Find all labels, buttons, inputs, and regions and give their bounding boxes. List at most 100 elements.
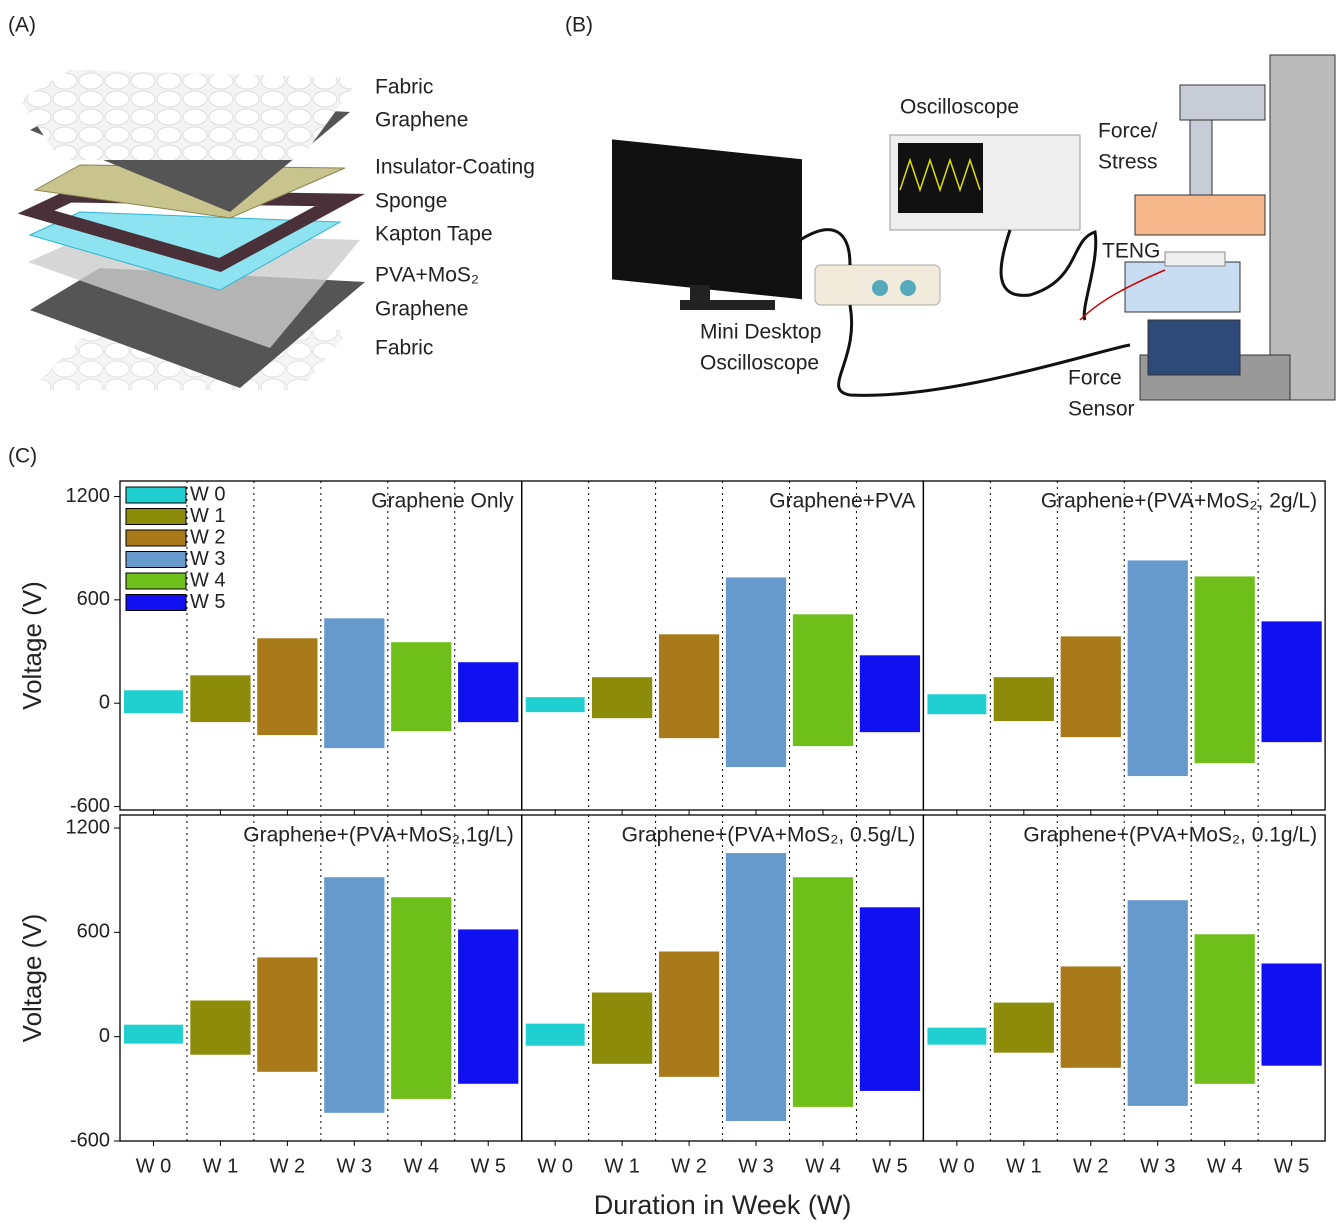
y-axis-label: Voltage (V) xyxy=(17,914,47,1043)
layer-stack xyxy=(17,70,365,390)
y-axis-label: Voltage (V) xyxy=(17,581,47,710)
y-tick-label: -600 xyxy=(70,795,110,817)
chart-title: Graphene Only xyxy=(371,490,514,513)
range-bar xyxy=(792,614,854,747)
range-bar xyxy=(1261,963,1322,1066)
range-bar xyxy=(190,675,251,723)
y-tick-label: -600 xyxy=(70,1129,110,1151)
range-bar xyxy=(257,957,318,1072)
label: Force xyxy=(1068,367,1122,390)
chart-title: Graphene+(PVA+MoS₂, 0.5g/L) xyxy=(622,824,916,847)
range-bar xyxy=(658,634,720,739)
legend-label: W 1 xyxy=(190,505,226,527)
range-bar xyxy=(591,992,653,1064)
range-bar xyxy=(391,642,452,732)
range-bar xyxy=(458,929,519,1084)
x-tick-label: W 4 xyxy=(403,1155,439,1177)
legend-label: W 0 xyxy=(190,483,226,505)
layer-label: Graphene xyxy=(375,298,468,321)
legend-label: W 3 xyxy=(190,548,226,570)
label: Sensor xyxy=(1068,398,1135,421)
range-bar xyxy=(927,1027,987,1045)
layer-label: Fabric xyxy=(375,76,433,99)
x-tick-label: W 1 xyxy=(203,1155,239,1177)
panel-label: (B) xyxy=(565,14,593,37)
x-tick-label: W 2 xyxy=(270,1155,306,1177)
x-tick-label: W 0 xyxy=(939,1155,975,1177)
y-tick-label: 600 xyxy=(77,588,110,610)
legend-swatch xyxy=(125,572,187,590)
range-bar xyxy=(859,907,921,1091)
range-bar xyxy=(324,618,385,749)
range-bar xyxy=(124,1024,183,1044)
range-bar xyxy=(993,677,1054,722)
chart-title: Graphene+(PVA+MoS₂, 2g/L) xyxy=(1041,490,1317,513)
range-bar xyxy=(391,897,452,1099)
legend-swatch xyxy=(125,529,187,547)
x-tick-label: W 3 xyxy=(337,1155,373,1177)
x-tick-label: W 5 xyxy=(1274,1155,1310,1177)
x-tick-label: W 2 xyxy=(1073,1155,1109,1177)
range-bar xyxy=(1194,576,1255,764)
legend-label: W 2 xyxy=(190,526,226,548)
label: Oscilloscope xyxy=(900,96,1019,119)
x-tick-label: W 1 xyxy=(1006,1155,1042,1177)
label: TENG xyxy=(1102,240,1160,263)
range-bar xyxy=(525,697,585,713)
range-bar xyxy=(1127,560,1188,777)
range-bar xyxy=(591,677,653,719)
label: Force/ xyxy=(1098,120,1158,143)
x-tick-label: W 4 xyxy=(1207,1155,1243,1177)
legend-swatch xyxy=(125,508,187,525)
range-bar xyxy=(859,655,921,733)
range-bar xyxy=(124,690,183,714)
x-tick-label: W 0 xyxy=(537,1155,573,1177)
range-bar xyxy=(458,662,519,723)
panel-label: (A) xyxy=(8,14,36,37)
legend-label: W 5 xyxy=(190,591,226,613)
range-bar xyxy=(1261,621,1322,743)
range-bar xyxy=(1127,900,1188,1106)
chart-title: Graphene+PVA xyxy=(769,490,915,513)
legend-swatch xyxy=(125,551,187,568)
setup-illustration xyxy=(612,54,1336,401)
range-bar xyxy=(725,853,787,1122)
x-axis-label: Duration in Week (W) xyxy=(594,1190,852,1220)
y-tick-label: 0 xyxy=(99,691,110,713)
x-tick-label: W 4 xyxy=(805,1155,841,1177)
x-tick-label: W 0 xyxy=(136,1155,172,1177)
layer-label: PVA+MoS₂ xyxy=(375,264,479,287)
legend-label: W 4 xyxy=(190,569,226,591)
y-tick-label: 1200 xyxy=(66,816,111,838)
range-bar xyxy=(993,1002,1054,1053)
label: Stress xyxy=(1098,151,1158,174)
y-tick-label: 0 xyxy=(99,1025,110,1047)
x-tick-label: W 3 xyxy=(738,1155,774,1177)
y-tick-label: 600 xyxy=(77,921,110,943)
chart-title: Graphene+(PVA+MoS₂, 0.1g/L) xyxy=(1023,824,1317,847)
range-bar xyxy=(190,1000,251,1055)
legend-swatch xyxy=(125,594,187,611)
label: Mini Desktop xyxy=(700,321,821,344)
label: Oscilloscope xyxy=(700,352,819,375)
y-tick-label: 1200 xyxy=(66,485,111,507)
range-bar xyxy=(525,1023,585,1046)
x-tick-label: W 5 xyxy=(872,1155,908,1177)
range-bar xyxy=(324,877,385,1113)
chart-title: Graphene+(PVA+MoS₂,1g/L) xyxy=(243,824,513,847)
x-tick-label: W 3 xyxy=(1140,1155,1176,1177)
legend-swatch xyxy=(125,486,187,504)
layer-label: Kapton Tape xyxy=(375,223,493,246)
range-bar xyxy=(658,951,720,1077)
range-bar xyxy=(725,577,787,768)
layer-label: Sponge xyxy=(375,190,447,213)
range-bar xyxy=(792,877,854,1107)
layer-label: Insulator-Coating xyxy=(375,156,535,179)
range-bar xyxy=(1194,934,1255,1084)
panel-label: (C) xyxy=(8,445,37,468)
x-tick-label: W 2 xyxy=(671,1155,707,1177)
range-bar xyxy=(1060,636,1121,738)
x-tick-label: W 5 xyxy=(470,1155,506,1177)
range-bar xyxy=(257,638,318,736)
